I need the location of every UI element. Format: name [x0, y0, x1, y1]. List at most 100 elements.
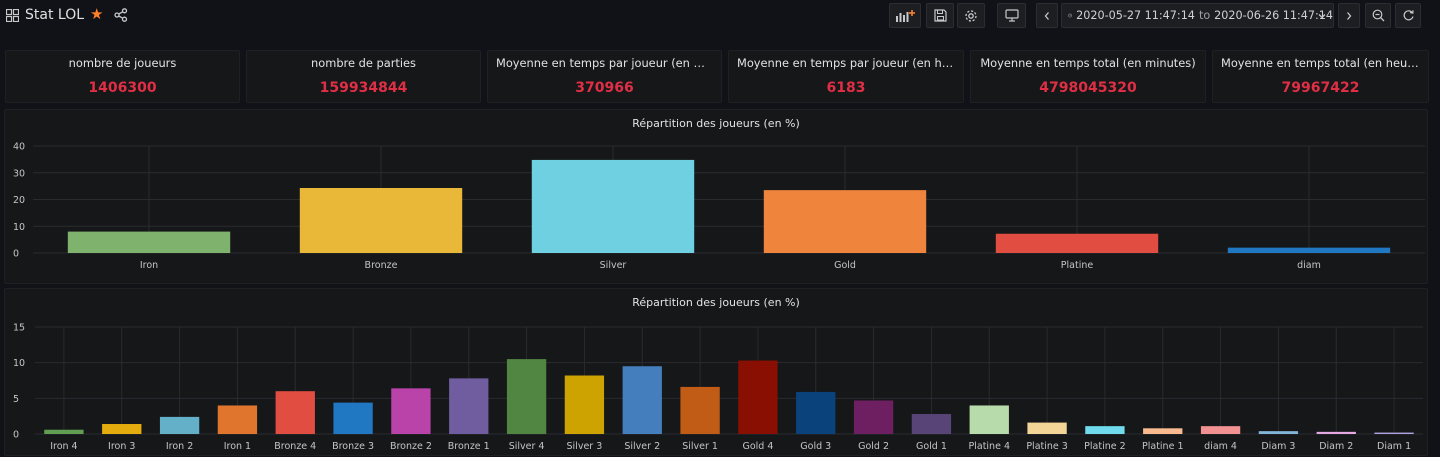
bar-chart-tiers: 0 10 20 30 40 Iron Bronze Silver Gold Platine diam: [13, 142, 1425, 271]
save-button[interactable]: [926, 3, 954, 28]
bar[interactable]: [1316, 431, 1356, 434]
bar[interactable]: [67, 231, 231, 253]
bar[interactable]: [911, 414, 952, 434]
bar[interactable]: [1027, 422, 1067, 434]
stat-title: Moyenne en temps total (en heure): [1221, 56, 1420, 70]
x-tick-label: Iron 3: [108, 441, 135, 452]
bar[interactable]: [853, 400, 894, 434]
star-icon[interactable]: ★: [90, 5, 104, 23]
top-bar: Stat LOL ★: [0, 0, 1440, 32]
x-tick-label: Diam 3: [1261, 441, 1295, 452]
x-tick-label: Iron 4: [50, 441, 77, 452]
chart-panel-tiers[interactable]: Répartition des joueurs (en %) 0 10 20 30 40…: [4, 109, 1428, 284]
bar[interactable]: [680, 386, 720, 434]
time-to: 2020-06-26 11:47:14: [1214, 9, 1333, 22]
gear-icon: [965, 9, 977, 22]
add-panel-icon: [896, 9, 915, 22]
bar[interactable]: [995, 233, 1159, 253]
bar-chart-divisions: 0 5 10 15 Iron 4 Iron 3 Iron 2 Iron 1 Bronze 4 Br…: [13, 323, 1423, 452]
bar[interactable]: [1143, 428, 1183, 434]
stat-title: nombre de parties: [311, 56, 416, 70]
stat-title: nombre de joueurs: [68, 56, 177, 70]
bar[interactable]: [299, 187, 463, 253]
y-tick-label: 0: [13, 249, 19, 260]
stat-value: 79967422: [1281, 80, 1360, 96]
time-separator: to: [1198, 9, 1211, 22]
x-tick-label: Gold: [834, 260, 856, 271]
bar[interactable]: [217, 405, 258, 434]
x-tick-label: Platine 2: [1084, 441, 1125, 452]
stat-value: 6183: [826, 80, 866, 96]
x-tick-label: Silver 4: [509, 441, 545, 452]
stat-panel-total-time-minutes[interactable]: Moyenne en temps total (en minutes) 4798…: [970, 50, 1206, 103]
chart-title[interactable]: Répartition des joueurs (en %): [632, 117, 800, 130]
x-tick-label: diam: [1297, 260, 1321, 271]
x-tick-label: Silver: [600, 260, 627, 271]
stat-panel-avg-time-player-minutes[interactable]: Moyenne en temps par joueur (en minutes)…: [487, 50, 722, 103]
bar[interactable]: [333, 402, 373, 434]
x-tick-label: Platine 4: [969, 441, 1010, 452]
refresh-button[interactable]: [1395, 3, 1421, 28]
bar[interactable]: [506, 359, 547, 434]
time-forward-button[interactable]: [1338, 3, 1360, 28]
bar[interactable]: [1085, 426, 1125, 434]
stat-value: 1406300: [88, 80, 157, 96]
chart-title[interactable]: Répartition des joueurs (en %): [632, 296, 800, 309]
chevron-left-icon: [1044, 11, 1049, 20]
bar[interactable]: [391, 388, 431, 434]
x-tick-label: Iron 1: [224, 441, 251, 452]
bar[interactable]: [1227, 247, 1391, 253]
tv-icon: [1004, 9, 1019, 22]
stat-panel-avg-time-player-hours[interactable]: Moyenne en temps par joueur (en heure) 6…: [728, 50, 964, 103]
bar[interactable]: [796, 391, 836, 434]
stat-title: Moyenne en temps par joueur (en minutes): [496, 56, 713, 70]
x-tick-label: Diam 1: [1377, 441, 1411, 452]
bar[interactable]: [763, 190, 927, 253]
dashboard-title[interactable]: Stat LOL: [25, 7, 85, 23]
stat-panel-players[interactable]: nombre de joueurs 1406300: [5, 50, 240, 103]
add-panel-button[interactable]: [889, 3, 921, 28]
x-tick-label: Iron 2: [166, 441, 193, 452]
zoom-out-button[interactable]: [1365, 3, 1391, 28]
bar[interactable]: [159, 416, 200, 434]
bar[interactable]: [738, 360, 778, 434]
bar[interactable]: [102, 424, 142, 434]
x-tick-label: Platine 1: [1142, 441, 1183, 452]
bar[interactable]: [1258, 431, 1299, 434]
chart-panel-divisions[interactable]: Répartition des joueurs (en %) 0 5 10 15 Iro…: [4, 288, 1428, 456]
bar[interactable]: [622, 366, 662, 434]
bar[interactable]: [969, 405, 1009, 434]
grid-icon[interactable]: [6, 9, 19, 22]
x-tick-label: Platine: [1061, 260, 1094, 271]
save-icon: [933, 9, 947, 22]
x-tick-label: Iron: [140, 260, 158, 271]
clock-icon: [1068, 13, 1072, 18]
x-tick-label: Bronze 4: [274, 441, 316, 452]
bar[interactable]: [44, 429, 84, 434]
time-back-button[interactable]: [1036, 3, 1058, 28]
bar[interactable]: [531, 159, 695, 253]
time-range-picker[interactable]: 2020-05-27 11:47:14 to 2020-06-26 11:47:…: [1061, 3, 1334, 28]
x-tick-label: Gold 3: [800, 441, 831, 452]
bar[interactable]: [564, 375, 605, 434]
stat-panel-games[interactable]: nombre de parties 159934844: [246, 50, 481, 103]
tv-mode-button[interactable]: [997, 3, 1026, 28]
y-tick-label: 20: [13, 195, 25, 206]
bar[interactable]: [1374, 432, 1414, 434]
x-tick-label: Gold 2: [858, 441, 889, 452]
x-tick-label: Gold 4: [742, 441, 773, 452]
x-tick-label: Bronze 3: [332, 441, 374, 452]
x-tick-label: Diam 2: [1319, 441, 1353, 452]
stat-value: 159934844: [319, 80, 408, 96]
bar[interactable]: [1200, 426, 1241, 434]
y-tick-label: 40: [13, 142, 25, 153]
stat-value: 4798045320: [1039, 80, 1137, 96]
bar[interactable]: [275, 391, 315, 434]
bar[interactable]: [449, 378, 489, 434]
x-tick-label: Platine 3: [1026, 441, 1067, 452]
share-icon[interactable]: [114, 8, 128, 22]
stat-panel-total-time-hours[interactable]: Moyenne en temps total (en heure) 799674…: [1212, 50, 1429, 103]
x-tick-label: Gold 1: [916, 441, 947, 452]
time-from: 2020-05-27 11:47:14: [1076, 9, 1195, 22]
settings-button[interactable]: [957, 3, 985, 28]
